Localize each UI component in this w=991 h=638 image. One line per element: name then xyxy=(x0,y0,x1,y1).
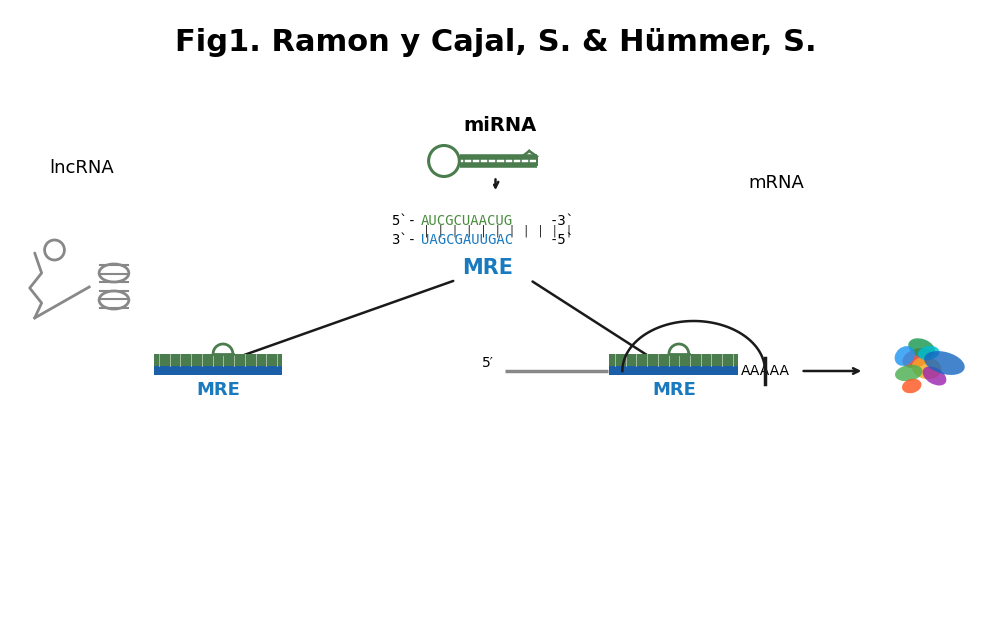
Ellipse shape xyxy=(902,379,922,393)
Bar xyxy=(609,354,738,366)
Ellipse shape xyxy=(918,346,939,360)
Ellipse shape xyxy=(903,348,931,368)
Text: MRE: MRE xyxy=(652,381,696,399)
Bar xyxy=(154,366,282,375)
Bar xyxy=(154,354,282,366)
Text: AAAAA: AAAAA xyxy=(741,364,790,378)
Ellipse shape xyxy=(925,351,964,375)
Text: mRNA: mRNA xyxy=(748,174,804,192)
Bar xyxy=(609,366,738,375)
Ellipse shape xyxy=(912,357,941,379)
Text: -5`: -5` xyxy=(550,233,575,247)
Text: 3`-: 3`- xyxy=(391,233,416,247)
Ellipse shape xyxy=(923,366,946,385)
Text: -3`: -3` xyxy=(550,214,575,228)
Text: MRE: MRE xyxy=(196,381,240,399)
Text: 5`-: 5`- xyxy=(391,214,416,228)
Text: Fig1. Ramon y Cajal, S. & Hümmer, S.: Fig1. Ramon y Cajal, S. & Hümmer, S. xyxy=(174,28,817,57)
Text: AUCGCUAACUG: AUCGCUAACUG xyxy=(421,214,513,228)
Text: | | | | | | | | | | |: | | | | | | | | | | | xyxy=(423,225,573,237)
Ellipse shape xyxy=(908,338,936,358)
Ellipse shape xyxy=(895,365,923,382)
Text: UAGCGAUUGAC: UAGCGAUUGAC xyxy=(421,233,513,247)
Text: miRNA: miRNA xyxy=(464,116,537,135)
Text: MRE: MRE xyxy=(462,258,513,278)
Text: 5′: 5′ xyxy=(482,356,494,370)
Text: lncRNA: lncRNA xyxy=(50,159,114,177)
Ellipse shape xyxy=(895,346,915,366)
